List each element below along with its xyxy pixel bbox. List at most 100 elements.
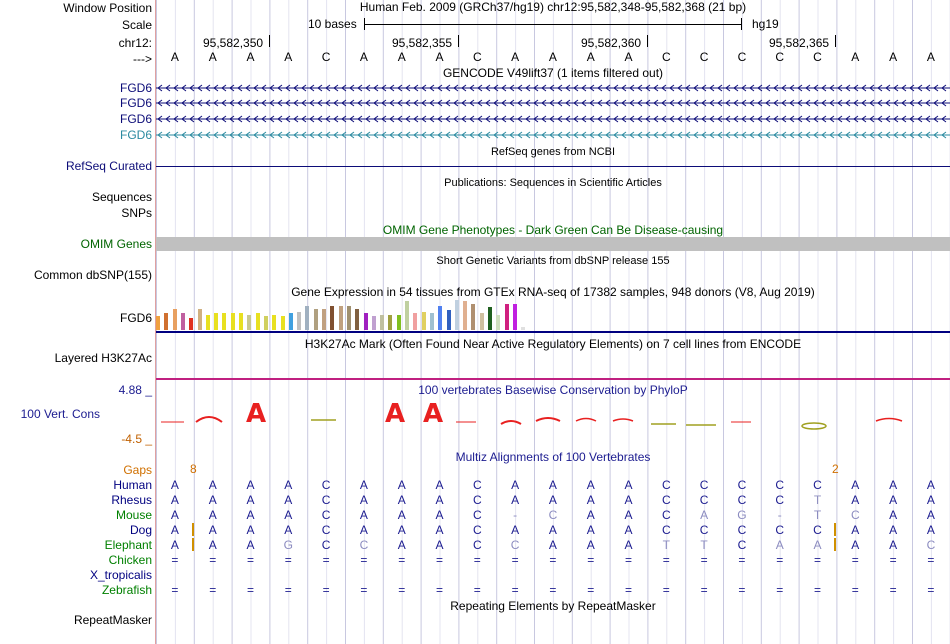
gtex-tissue-bar[interactable] <box>488 307 492 330</box>
gtex-tissue-bar[interactable] <box>164 313 169 330</box>
gtex-tissue-bar[interactable] <box>504 304 509 330</box>
gtex-tissue-bar[interactable] <box>222 313 227 330</box>
dbsnp-label[interactable]: Common dbSNP(155) <box>33 268 152 282</box>
strand-arrow <box>453 84 459 92</box>
species-label-dog[interactable]: Dog <box>129 523 152 537</box>
gtex-tissue-bar[interactable] <box>338 306 343 330</box>
gtex-tissue-bar[interactable] <box>388 315 393 330</box>
gtex-tissue-bar[interactable] <box>288 313 293 330</box>
gencode-strand-3[interactable] <box>156 112 950 126</box>
gtex-tissue-bar[interactable] <box>438 306 443 330</box>
strand-arrow <box>709 131 715 139</box>
omim-bar[interactable] <box>156 237 950 251</box>
gencode-gene-1[interactable]: FGD6 <box>119 81 152 95</box>
species-label-human[interactable]: Human <box>113 478 152 492</box>
strand-arrow <box>437 99 443 107</box>
h3k27ac-label[interactable]: Layered H3K27Ac <box>54 351 152 365</box>
gtex-tissue-bar[interactable] <box>272 315 277 330</box>
gtex-tissue-bar[interactable] <box>305 306 310 330</box>
gencode-strand-1[interactable] <box>156 81 950 95</box>
alignment-base: - <box>513 508 518 522</box>
gtex-tissue-bar[interactable] <box>405 301 409 330</box>
strand-arrow <box>173 99 179 107</box>
gencode-title[interactable]: GENCODE V49lift37 (1 items filtered out) <box>442 66 664 80</box>
alignment-base: C <box>359 538 369 552</box>
repeatmasker-label[interactable]: RepeatMasker <box>73 613 152 627</box>
gtex-tissue-bar[interactable] <box>346 306 351 330</box>
gtex-tissue-bar[interactable] <box>156 316 160 330</box>
gtex-tissue-bar[interactable] <box>280 316 285 330</box>
gtex-tissue-bar[interactable] <box>521 327 526 330</box>
omim-label[interactable]: OMIM Genes <box>80 237 152 251</box>
gtex-tissue-bar[interactable] <box>413 313 418 330</box>
alignment-base: A <box>586 493 595 507</box>
alignment-base: A <box>359 523 368 537</box>
strand-arrow <box>157 84 163 92</box>
alignment-base: C <box>472 523 482 537</box>
gtex-tissue-bar[interactable] <box>454 300 459 330</box>
gtex-tissue-bar[interactable] <box>363 313 368 330</box>
species-label-elephant[interactable]: Elephant <box>104 538 152 552</box>
strand-arrow <box>557 131 563 139</box>
strand-arrow <box>797 115 803 123</box>
gtex-tissue-bar[interactable] <box>189 318 194 330</box>
gtex-tissue-bar[interactable] <box>421 312 426 330</box>
snps-label[interactable]: SNPs <box>121 206 152 220</box>
strand-arrow <box>741 99 747 107</box>
phylop-label[interactable]: 100 Vert. Cons <box>20 407 100 421</box>
gtex-tissue-bar[interactable] <box>313 309 318 330</box>
gtex-tissue-bar[interactable] <box>247 315 252 330</box>
species-alignment-row: = = = = = = = = = = = = = = = = = = = = = <box>156 583 950 597</box>
gtex-tissue-bar[interactable] <box>239 313 243 330</box>
refseq-line[interactable] <box>156 166 950 167</box>
gtex-tissue-bar[interactable] <box>205 315 210 330</box>
strand-arrow <box>629 131 635 139</box>
gtex-tissue-bar[interactable] <box>471 304 476 330</box>
gtex-gene-label[interactable]: FGD6 <box>119 311 152 325</box>
gtex-tissue-bar[interactable] <box>322 309 326 330</box>
gtex-tissue-bar[interactable] <box>230 313 235 330</box>
gencode-gene-2[interactable]: FGD6 <box>119 96 152 110</box>
gtex-tissue-bar[interactable] <box>463 301 468 330</box>
h3k27ac-signal[interactable] <box>156 378 950 380</box>
gtex-tissue-bar[interactable] <box>371 316 376 330</box>
gtex-tissue-bar[interactable] <box>297 312 302 330</box>
gaps-label[interactable]: Gaps <box>123 463 152 477</box>
gtex-tissue-bar[interactable] <box>330 306 335 330</box>
gtex-tissue-bar[interactable] <box>180 313 185 330</box>
gtex-tissue-bar[interactable] <box>380 315 385 330</box>
strand-arrow <box>725 115 731 123</box>
gtex-barchart[interactable] <box>156 300 950 330</box>
gtex-tissue-bar[interactable] <box>255 313 260 330</box>
gtex-tissue-bar[interactable] <box>172 309 177 330</box>
gencode-gene-3[interactable]: FGD6 <box>119 112 152 126</box>
gtex-tissue-bar[interactable] <box>446 310 451 330</box>
gtex-tissue-bar[interactable] <box>197 309 202 330</box>
species-label-mouse[interactable]: Mouse <box>115 508 152 522</box>
gtex-tissue-bar[interactable] <box>355 309 360 330</box>
species-label-rhesus[interactable]: Rhesus <box>111 493 152 507</box>
species-label-zebrafish[interactable]: Zebrafish <box>101 583 152 597</box>
base-letter: C <box>813 50 822 64</box>
gtex-tissue-bar[interactable] <box>512 304 517 330</box>
alignment-base: A <box>548 538 557 552</box>
strand-arrow <box>893 115 899 123</box>
strand-arrow <box>621 115 627 123</box>
gtex-tissue-bar[interactable] <box>263 316 268 330</box>
gtex-tissue-bar[interactable] <box>496 315 501 330</box>
gtex-tissue-bar[interactable] <box>429 313 434 330</box>
gtex-tissue-bar[interactable] <box>479 313 484 330</box>
strand-arrow <box>661 115 667 123</box>
species-label-chicken[interactable]: Chicken <box>108 553 152 567</box>
species-label-x_tropicalis[interactable]: X_tropicalis <box>89 568 152 582</box>
refseq-label[interactable]: RefSeq Curated <box>65 159 152 173</box>
gencode-gene-4[interactable]: FGD6 <box>119 128 152 142</box>
strand-arrow <box>333 131 339 139</box>
phylop-signal[interactable]: A A A <box>156 398 950 438</box>
gencode-strand-2[interactable] <box>156 96 950 110</box>
publications-label[interactable]: Sequences <box>91 190 152 204</box>
gencode-strand-4[interactable] <box>156 128 950 142</box>
gtex-tissue-bar[interactable] <box>396 315 401 330</box>
alignment-base: A <box>397 478 406 492</box>
gtex-tissue-bar[interactable] <box>214 313 219 330</box>
